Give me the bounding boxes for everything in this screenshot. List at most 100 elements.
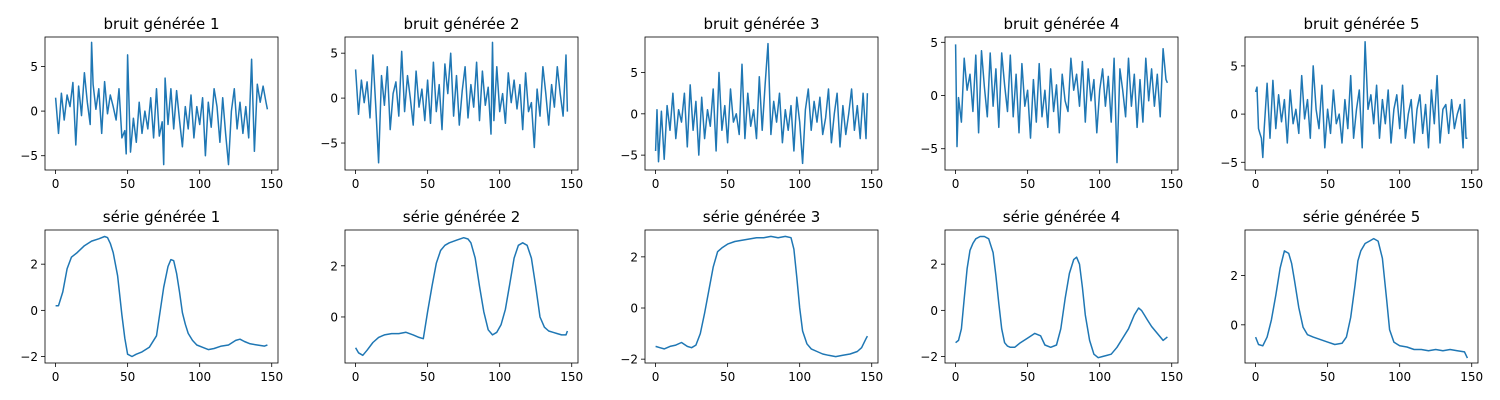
y-tick-label: 5 [1230,59,1238,73]
axes-frame [344,229,579,364]
y-tick-label: 0 [330,92,338,106]
subplot-5: bruit générée 5 0 50 100 150 −5 0 5 [1220,15,1483,191]
subplot-6: série générée 1 0 50 100 150 −2 0 2 [20,208,283,384]
y-tick-label: −5 [920,142,938,156]
x-tick-label: 50 [720,177,735,191]
x-tick-label: 100 [188,177,211,191]
y-tick-label: −5 [20,149,38,163]
x-tick-label: 50 [1020,370,1035,384]
y-tick-label: −2 [620,353,638,367]
y-tick-label: 2 [330,259,338,273]
subplot-8: série générée 3 0 50 100 150 −2 0 2 [620,208,883,384]
y-tick-label: 0 [930,89,938,103]
subplot-title: série générée 5 [1303,208,1420,226]
x-tick-label: 0 [652,370,660,384]
y-tick-label: 0 [330,310,338,324]
y-tick-label: 5 [630,66,638,80]
subplot-title: bruit générée 1 [103,15,219,33]
x-tick-label: 150 [860,177,883,191]
x-tick-label: 100 [1388,370,1411,384]
y-tick-label: −5 [320,137,338,151]
series-line [955,235,1168,359]
y-tick-label: 2 [930,258,938,272]
subplot-title: série générée 2 [403,208,520,226]
subplot-4: bruit générée 4 0 50 100 150 −5 0 5 [920,15,1183,191]
x-tick-label: 150 [1460,177,1483,191]
y-tick-label: 5 [330,47,338,61]
x-tick-label: 50 [420,370,435,384]
x-tick-label: 100 [1388,177,1411,191]
subplot-9: série générée 4 0 50 100 150 −2 0 2 [920,208,1183,384]
x-tick-label: 150 [260,370,283,384]
x-tick-label: 150 [560,370,583,384]
series-line [55,235,268,358]
series-line [54,41,269,166]
x-tick-label: 100 [788,177,811,191]
axes-frame [44,36,279,171]
axes-frame [644,229,879,364]
x-tick-label: 150 [260,177,283,191]
x-tick-label: 0 [1252,370,1260,384]
y-tick-label: 5 [30,60,38,74]
y-tick-label: 0 [1230,108,1238,122]
x-tick-label: 150 [1460,370,1483,384]
y-tick-label: −5 [620,149,638,163]
subplot-1: bruit générée 1 0 50 100 150 −5 0 5 [20,15,283,191]
x-tick-label: 50 [420,177,435,191]
axes-frame [1244,36,1479,171]
x-tick-label: 150 [560,177,583,191]
x-tick-label: 0 [52,370,60,384]
x-tick-label: 50 [1320,177,1335,191]
x-tick-label: 0 [952,177,960,191]
subplot-7: série générée 2 0 50 100 150 0 2 [330,208,583,384]
x-tick-label: 100 [488,177,511,191]
y-tick-label: 2 [630,250,638,264]
x-tick-label: 0 [952,370,960,384]
x-tick-label: 150 [1160,370,1183,384]
y-tick-label: 0 [630,107,638,121]
x-tick-label: 50 [120,370,135,384]
x-tick-label: 150 [860,370,883,384]
subplot-title: bruit générée 4 [1003,15,1119,33]
series-line [354,41,569,164]
subplot-2: bruit générée 2 0 50 100 150 −5 0 5 [320,15,583,191]
x-tick-label: 50 [1320,370,1335,384]
y-tick-label: 0 [1230,318,1238,332]
series-line [954,44,1169,164]
subplot-title: bruit générée 2 [403,15,519,33]
x-tick-label: 50 [720,370,735,384]
y-tick-label: 0 [30,105,38,119]
series-line [1254,41,1468,159]
series-line [1254,237,1469,359]
x-tick-label: 0 [652,177,660,191]
y-tick-label: 5 [930,36,938,50]
subplot-title: bruit générée 5 [1303,15,1419,33]
x-tick-label: 50 [1020,177,1035,191]
y-tick-label: 2 [30,258,38,272]
y-tick-label: 0 [630,302,638,316]
x-tick-label: 150 [1160,177,1183,191]
subplot-3: bruit générée 3 0 50 100 150 −5 0 5 [620,15,883,191]
x-tick-label: 0 [52,177,60,191]
series-line [654,42,869,165]
series-line [354,236,569,357]
y-tick-label: 0 [30,304,38,318]
x-tick-label: 100 [188,370,211,384]
subplot-title: série générée 1 [103,208,220,226]
axes-frame [44,229,279,364]
axes-frame [944,229,1179,364]
y-tick-label: −2 [20,350,38,364]
axes-frame [344,36,579,171]
x-tick-label: 0 [352,370,360,384]
x-tick-label: 50 [120,177,135,191]
subplot-title: série générée 3 [703,208,820,226]
series-line [655,235,869,358]
x-tick-label: 0 [1252,177,1260,191]
y-tick-label: 2 [1230,269,1238,283]
axes-frame [1244,229,1479,364]
subplot-title: bruit générée 3 [703,15,819,33]
x-tick-label: 0 [352,177,360,191]
y-tick-label: −5 [1220,156,1238,170]
x-tick-label: 100 [1088,370,1111,384]
